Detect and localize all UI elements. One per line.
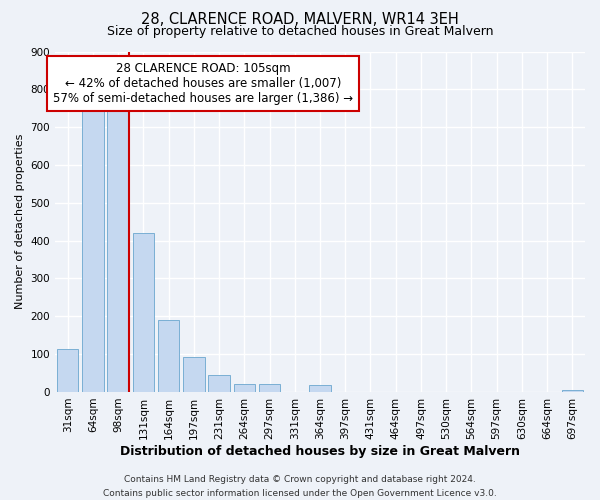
Bar bbox=[158, 320, 179, 392]
Text: Size of property relative to detached houses in Great Malvern: Size of property relative to detached ho… bbox=[107, 25, 493, 38]
X-axis label: Distribution of detached houses by size in Great Malvern: Distribution of detached houses by size … bbox=[120, 444, 520, 458]
Y-axis label: Number of detached properties: Number of detached properties bbox=[15, 134, 25, 310]
Bar bbox=[309, 385, 331, 392]
Bar bbox=[107, 109, 129, 392]
Bar bbox=[82, 109, 104, 392]
Bar bbox=[233, 384, 255, 392]
Text: 28, CLARENCE ROAD, MALVERN, WR14 3EH: 28, CLARENCE ROAD, MALVERN, WR14 3EH bbox=[141, 12, 459, 28]
Text: Contains HM Land Registry data © Crown copyright and database right 2024.
Contai: Contains HM Land Registry data © Crown c… bbox=[103, 476, 497, 498]
Bar bbox=[133, 233, 154, 392]
Bar bbox=[57, 349, 79, 392]
Bar bbox=[259, 384, 280, 392]
Bar bbox=[562, 390, 583, 392]
Bar bbox=[208, 376, 230, 392]
Bar bbox=[183, 357, 205, 392]
Text: 28 CLARENCE ROAD: 105sqm
← 42% of detached houses are smaller (1,007)
57% of sem: 28 CLARENCE ROAD: 105sqm ← 42% of detach… bbox=[53, 62, 353, 104]
